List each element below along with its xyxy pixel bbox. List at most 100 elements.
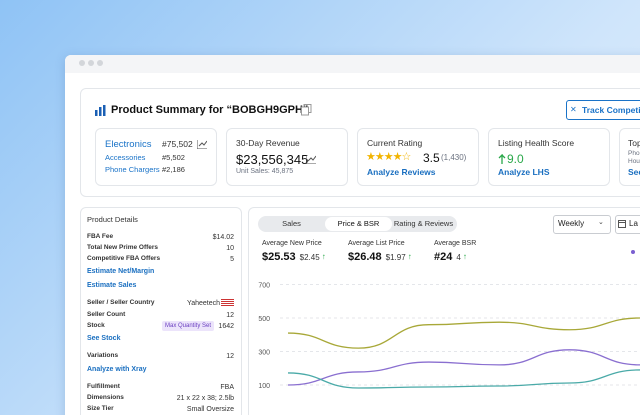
detail-value: 10 bbox=[226, 245, 234, 252]
up-icon: ↑ bbox=[462, 252, 467, 261]
top-label: Top bbox=[628, 138, 640, 148]
category-rank: #5,502 bbox=[162, 153, 185, 162]
window-dot bbox=[79, 60, 85, 66]
health-value: 9.0 bbox=[507, 152, 524, 166]
series-line bbox=[287, 349, 640, 386]
track-icon: ✕ bbox=[570, 105, 577, 114]
detail-label: FBA Fee bbox=[87, 233, 114, 240]
copy-icon[interactable] bbox=[301, 104, 312, 116]
details-link[interactable]: Analyze with Xray bbox=[87, 366, 147, 373]
category-name[interactable]: Electronics bbox=[105, 139, 152, 150]
rating-label: Current Rating bbox=[367, 138, 423, 148]
details-title: Product Details bbox=[87, 215, 138, 224]
metric-change: $2.45 bbox=[299, 253, 320, 262]
dropdown[interactable] bbox=[615, 215, 640, 234]
y-tick-label: 100 bbox=[258, 383, 270, 390]
category-rank: #2,186 bbox=[162, 165, 185, 174]
top-line: Hou bbox=[628, 158, 640, 165]
detail-value: 12 bbox=[226, 312, 234, 319]
y-tick-label: 700 bbox=[258, 283, 270, 290]
series-line bbox=[287, 317, 640, 349]
detail-label: Fulfillment bbox=[87, 383, 120, 390]
dropdown-label[interactable]: La bbox=[629, 219, 638, 228]
chevron: ⌄ bbox=[598, 219, 604, 226]
analyze-reviews-link[interactable]: Analyze Reviews bbox=[367, 167, 436, 177]
window-dot bbox=[97, 60, 103, 66]
active-tab bbox=[325, 217, 392, 231]
detail-label: Competitive FBA Offers bbox=[87, 255, 161, 262]
detail-label: Seller Count bbox=[87, 311, 126, 318]
rating-count: (1,430) bbox=[441, 153, 467, 162]
detail-value: 5 bbox=[230, 256, 234, 263]
details-panel bbox=[80, 207, 242, 415]
calendar-icon bbox=[618, 220, 626, 228]
metric-change: 4 bbox=[456, 253, 461, 262]
category-rank: #75,502 bbox=[162, 139, 193, 149]
top-link[interactable]: See bbox=[628, 167, 640, 177]
detail-value: 12 bbox=[226, 353, 234, 360]
analyze-lhs-link[interactable]: Analyze LHS bbox=[498, 167, 550, 177]
metric-value: $25.53 bbox=[262, 251, 296, 263]
up-icon bbox=[498, 154, 506, 164]
category-card bbox=[95, 128, 217, 186]
detail-value: Small Oversize bbox=[186, 406, 234, 413]
category-name[interactable]: Accessories bbox=[105, 153, 146, 162]
up-icon: ↑ bbox=[321, 252, 326, 261]
revenue-label: 30-Day Revenue bbox=[236, 138, 300, 148]
window-bar bbox=[65, 55, 640, 73]
y-tick-label: 500 bbox=[258, 316, 270, 323]
y-tick-label: 300 bbox=[258, 350, 270, 357]
detail-label: Seller / Seller Country bbox=[87, 299, 155, 306]
detail-label: Stock bbox=[87, 322, 105, 329]
metric-label: Average List Price bbox=[348, 240, 405, 247]
revenue-card bbox=[226, 128, 348, 186]
trend-icon bbox=[306, 155, 316, 164]
rating-card bbox=[357, 128, 479, 186]
detail-value: FBA bbox=[220, 384, 234, 391]
metric-label: Average New Price bbox=[262, 240, 322, 247]
detail-value: 21 x 22 x 38; 2.5lb bbox=[176, 395, 234, 402]
series-line bbox=[287, 369, 640, 389]
trend-icon bbox=[197, 140, 207, 149]
track-button[interactable] bbox=[566, 100, 640, 120]
detail-label: Variations bbox=[87, 352, 119, 359]
metric-value: $26.48 bbox=[348, 251, 382, 263]
rating-stars: ★★★★☆ bbox=[366, 151, 411, 163]
dropdown-label[interactable]: Weekly bbox=[558, 219, 585, 228]
tab[interactable]: Price & BSR bbox=[337, 219, 380, 228]
category-name[interactable]: Phone Chargers bbox=[105, 165, 160, 174]
metric-label: Average BSR bbox=[434, 240, 477, 247]
track-button-label[interactable]: Track Competitors bbox=[582, 105, 640, 115]
flag-icon bbox=[221, 299, 234, 307]
top-line: Pho bbox=[628, 150, 640, 157]
detail-label: Total New Prime Offers bbox=[87, 244, 159, 251]
stock-badge: Max Quantity Set bbox=[162, 321, 215, 331]
tab[interactable]: Rating & Reviews bbox=[393, 219, 454, 228]
window-dot bbox=[88, 60, 94, 66]
metric-value: #24 bbox=[434, 251, 453, 263]
detail-label: Size Tier bbox=[87, 405, 114, 412]
health-label: Listing Health Score bbox=[498, 138, 575, 148]
health-card bbox=[488, 128, 610, 186]
summary-title: Product Summary for “BOBGH9GPH” bbox=[111, 104, 309, 116]
tab[interactable]: Sales bbox=[282, 219, 301, 228]
metric-change: $1.97 bbox=[385, 253, 406, 262]
legend-dot bbox=[631, 250, 635, 254]
details-link[interactable]: Estimate Net/Margin bbox=[87, 268, 155, 275]
detail-value: 1642 bbox=[218, 323, 234, 330]
dropdown[interactable] bbox=[553, 215, 611, 234]
top-card bbox=[619, 128, 640, 186]
unit-sales: Unit Sales: 45,875 bbox=[236, 168, 294, 175]
detail-value: Yaheetech bbox=[187, 300, 220, 307]
detail-label: Dimensions bbox=[87, 394, 124, 401]
details-link[interactable]: Estimate Sales bbox=[87, 282, 137, 289]
up-icon: ↑ bbox=[407, 252, 412, 261]
details-link[interactable]: See Stock bbox=[87, 335, 121, 342]
rating-value: 3.5 bbox=[423, 151, 440, 165]
chart-panel bbox=[248, 207, 640, 415]
detail-value: $14.02 bbox=[212, 234, 234, 241]
revenue-value: $23,556,345 bbox=[236, 152, 309, 167]
chart-icon bbox=[95, 105, 106, 116]
